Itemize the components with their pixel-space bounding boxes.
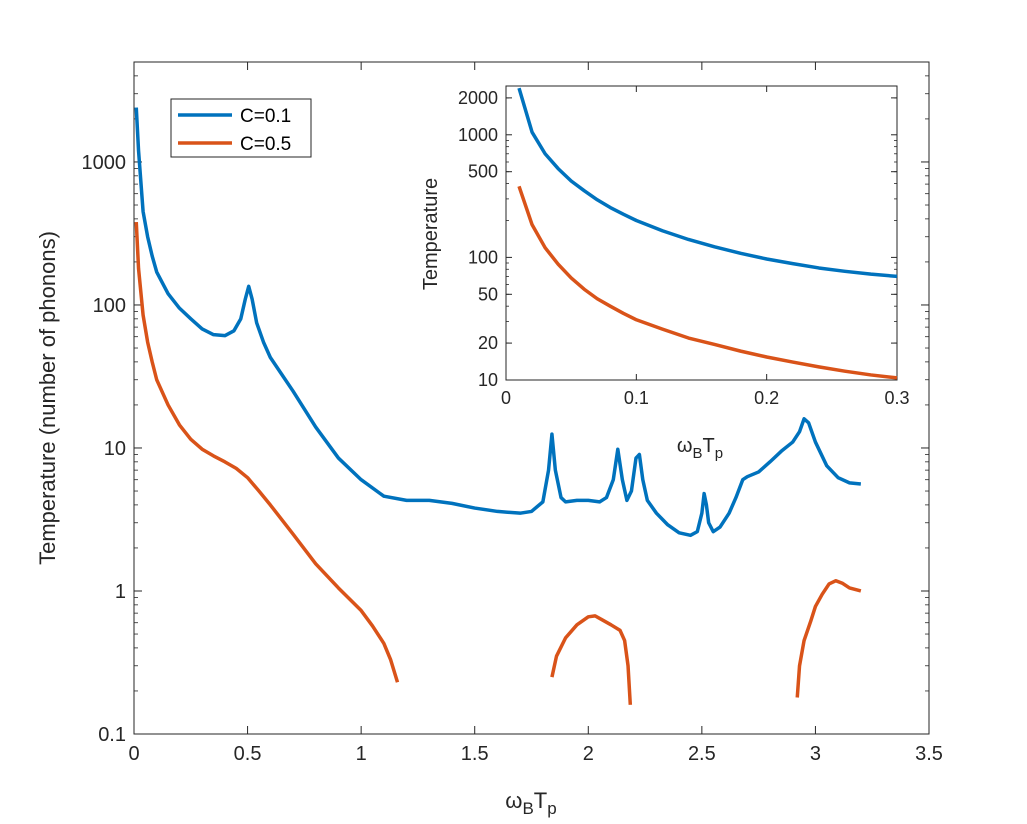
y-tick-label: 1000 — [458, 125, 498, 145]
y-tick-label: 10 — [478, 370, 498, 390]
x-tick-label: 1 — [356, 743, 367, 765]
x-tick-label: 0.3 — [884, 388, 909, 408]
x-tick-label: 1.5 — [461, 743, 489, 765]
x-tick-label: 0.5 — [234, 743, 262, 765]
main-series — [134, 107, 862, 705]
series-line-c01 — [134, 107, 862, 538]
inset-x-axis-label: ωBTp — [677, 435, 723, 462]
inset-chart: 0 0.1 0.2 0.3 10 20 50 100 500 1000 2000 Temperatu… — [420, 85, 910, 462]
y-tick-label: 0.1 — [98, 724, 126, 746]
x-tick-label: 3.5 — [915, 743, 943, 765]
y-tick-label: 2000 — [458, 88, 498, 108]
main-x-axis-label: ωBTp — [505, 788, 556, 818]
y-tick-label: 1 — [115, 581, 126, 603]
inset-y-axis-label: Temperature — [420, 178, 442, 290]
legend-label-c05: C=0.5 — [240, 134, 291, 155]
y-tick-label: 100 — [468, 247, 498, 267]
y-tick-label: 500 — [468, 162, 498, 182]
x-tick-label: 0 — [501, 388, 511, 408]
series-line-c05 — [795, 578, 862, 698]
x-tick-label: 0.2 — [754, 388, 779, 408]
series-line-c05 — [550, 614, 633, 705]
legend: C=0.1 C=0.5 — [170, 98, 312, 158]
main-y-axis-label: Temperature (number of phonons) — [35, 231, 60, 565]
y-tick-label: 20 — [478, 333, 498, 353]
legend-box — [170, 98, 312, 158]
y-tick-label: 10 — [104, 438, 126, 460]
x-tick-label: 0.1 — [624, 388, 649, 408]
x-tick-label: 2.5 — [688, 743, 716, 765]
series-line-c05 — [134, 221, 400, 683]
series-line-c05 — [517, 185, 898, 380]
series-line-c01 — [517, 87, 898, 279]
x-tick-label: 0 — [128, 743, 139, 765]
inset-ticks: 0 0.1 0.2 0.3 10 20 50 100 500 1000 2000 — [458, 86, 910, 408]
legend-label-c01: C=0.1 — [240, 106, 291, 127]
x-tick-label: 2 — [583, 743, 594, 765]
y-tick-label: 1000 — [82, 152, 127, 174]
x-tick-label: 3 — [810, 743, 821, 765]
y-tick-label: 50 — [478, 284, 498, 304]
inset-series — [517, 87, 898, 380]
y-tick-label: 100 — [93, 295, 126, 317]
inset-plot-area — [505, 85, 898, 381]
